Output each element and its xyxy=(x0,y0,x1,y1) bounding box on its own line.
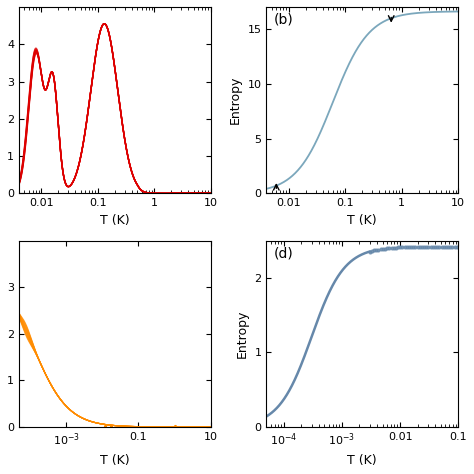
X-axis label: T (K): T (K) xyxy=(347,214,377,227)
X-axis label: T (K): T (K) xyxy=(100,214,130,227)
X-axis label: T (K): T (K) xyxy=(100,454,130,467)
Y-axis label: Entropy: Entropy xyxy=(229,76,242,124)
Text: (b): (b) xyxy=(274,12,294,27)
X-axis label: T (K): T (K) xyxy=(347,454,377,467)
Y-axis label: Entropy: Entropy xyxy=(236,310,249,358)
Text: (d): (d) xyxy=(274,246,294,260)
